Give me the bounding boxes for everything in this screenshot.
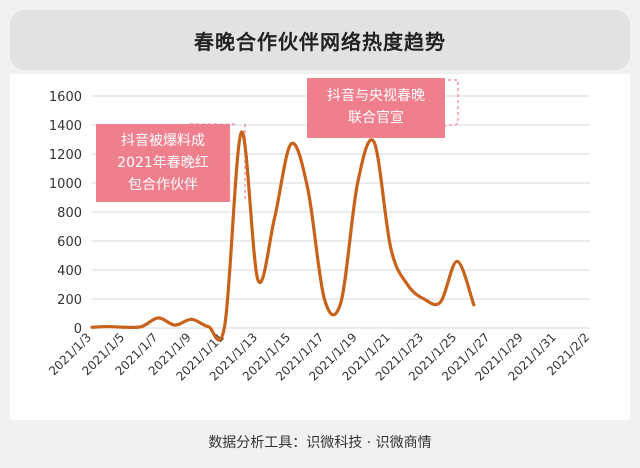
annotation-line: 包合作伙伴 xyxy=(128,177,198,193)
y-tick-label: 0 xyxy=(74,322,82,337)
annotation-line: 2021年春晚红 xyxy=(117,155,209,171)
annotation-line: 抖音与央视春晚 xyxy=(327,88,425,104)
y-tick-label: 1600 xyxy=(49,90,82,105)
y-tick-label: 1400 xyxy=(49,119,82,134)
y-tick-label: 800 xyxy=(57,206,82,221)
title-bar: 春晚合作伙伴网络热度趋势 xyxy=(10,10,630,70)
annotation-line: 联合官宣 xyxy=(348,110,404,126)
annotation-line: 抖音被爆料成 xyxy=(121,133,205,149)
data-source: 数据分析工具：识微科技 · 识微商情 xyxy=(208,435,432,451)
y-tick-label: 600 xyxy=(57,235,82,250)
y-tick-label: 1200 xyxy=(49,148,82,163)
y-tick-label: 1000 xyxy=(49,177,82,192)
line-chart: 020040060080010001200140016002021/1/3202… xyxy=(46,79,592,384)
chart-title: 春晚合作伙伴网络热度趋势 xyxy=(194,29,446,54)
series-line xyxy=(90,130,476,342)
annotation-leak-callout: 抖音被爆料成 2021年春晚红 包合作伙伴 xyxy=(96,124,230,202)
y-tick-label: 400 xyxy=(57,264,82,279)
annotation-official-callout: 抖音与央视春晚 联合官宣 xyxy=(307,78,445,138)
y-tick-label: 200 xyxy=(57,293,82,308)
